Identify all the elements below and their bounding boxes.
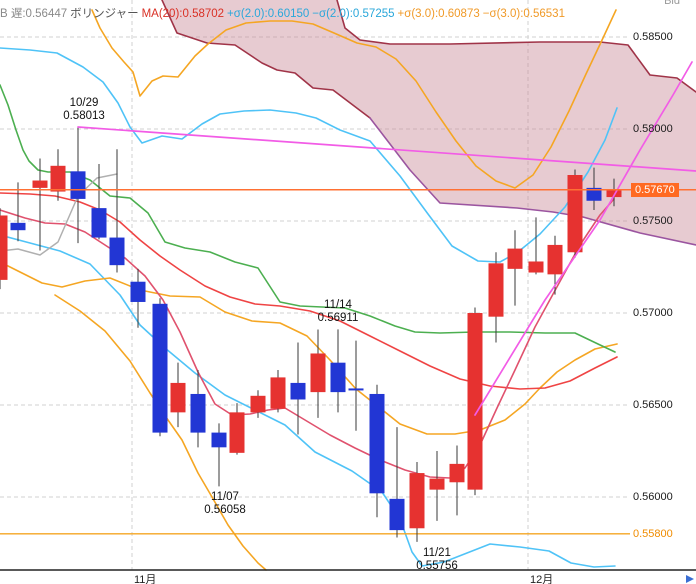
candle-body-up	[170, 382, 186, 413]
candle-body-up	[50, 165, 66, 192]
y-axis-label: 0.56500	[633, 399, 673, 411]
candle-body-up	[229, 412, 245, 453]
trendline-ascending	[474, 61, 693, 416]
candle-body-down	[130, 281, 146, 302]
candle-body-down	[389, 498, 405, 531]
candle-body-up	[606, 189, 622, 198]
senkou-lower-left-line	[161, 0, 371, 119]
candle-body-down	[330, 362, 346, 393]
current-price-badge: 0.57670	[631, 182, 679, 197]
ichimoku-cloud	[162, 0, 696, 245]
kijun-line	[0, 261, 618, 435]
senkou-lower-right-line	[369, 117, 696, 246]
candle-body-up	[528, 261, 544, 273]
candle-body-up	[467, 313, 483, 490]
candle-body-up	[0, 215, 8, 280]
x-axis-month-label: 12月	[530, 574, 554, 584]
candle-body-up	[567, 175, 583, 253]
candle-body-up	[32, 180, 48, 188]
candle-body-down	[91, 208, 107, 238]
candle-body-up	[507, 248, 523, 269]
candle-body-down	[348, 388, 364, 391]
candle-body-up	[270, 377, 286, 409]
candle-body-up	[547, 244, 563, 275]
candle-body-down	[109, 237, 125, 266]
lagging-span-gray	[0, 173, 118, 256]
y-axis-label: 0.56000	[633, 491, 673, 503]
y-axis-label: 0.57500	[633, 215, 673, 227]
candle-body-up	[409, 473, 425, 529]
y-axis-label-marker: 0.55800	[633, 527, 673, 540]
x-axis-month-label: 11月	[134, 574, 157, 584]
candle-body-up	[488, 263, 504, 317]
senkou-upper-line	[336, 0, 696, 93]
candle-body-down	[70, 171, 86, 199]
y-axis-label: 0.57000	[633, 307, 673, 319]
candle-body-up	[429, 478, 445, 490]
bollinger-upper-2sigma	[0, 47, 618, 263]
candle-body-down	[369, 393, 385, 494]
candle-body-up	[449, 463, 465, 483]
scroll-right-icon[interactable]	[686, 575, 694, 583]
bollinger-lower-2sigma	[0, 234, 616, 568]
candle-body-up	[310, 353, 326, 393]
candle-body-down	[10, 222, 26, 231]
bollinger-lower-3sigma	[54, 294, 267, 571]
trendline-descending	[77, 126, 696, 172]
conversion-line-red	[0, 198, 615, 479]
candle-body-down	[586, 187, 602, 201]
y-axis-label: 0.58500	[633, 31, 673, 43]
candle-body-down	[190, 393, 206, 433]
y-axis-label: 0.58000	[633, 123, 673, 135]
bid-watermark: Bid	[664, 0, 680, 7]
bollinger-upper-3sigma	[91, 9, 617, 189]
candle-body-down	[290, 382, 306, 400]
candle-body-down	[211, 432, 227, 448]
candle-body-down	[152, 303, 168, 433]
candle-body-up	[250, 395, 266, 413]
